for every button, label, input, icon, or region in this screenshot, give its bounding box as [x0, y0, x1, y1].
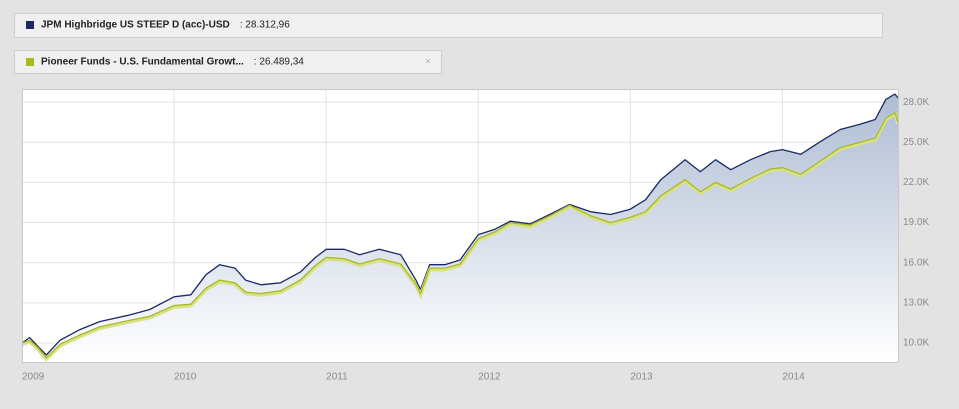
- x-tick-label: 2011: [326, 372, 348, 383]
- y-tick-label: 16.0K: [903, 257, 929, 268]
- legend-swatch: [26, 58, 34, 66]
- y-tick-label: 25.0K: [903, 137, 929, 148]
- x-tick-label: 2010: [174, 372, 197, 383]
- close-icon[interactable]: ×: [425, 57, 431, 68]
- legend-value: : 26.489,34: [254, 57, 304, 68]
- legend-value: : 28.312,96: [240, 20, 290, 31]
- legend-swatch: [26, 21, 34, 29]
- x-tick-label: 2014: [782, 372, 805, 383]
- line: [21, 112, 899, 359]
- x-tick-label: 2009: [22, 372, 45, 383]
- legend-box: [14, 50, 442, 74]
- plot-border: [22, 89, 899, 363]
- line: [21, 93, 899, 356]
- y-tick-label: 13.0K: [903, 297, 929, 308]
- y-tick-label: 10.0K: [903, 338, 929, 349]
- y-tick-label: 28.0K: [903, 97, 929, 108]
- legend-label: Pioneer Funds - U.S. Fundamental Growt..…: [41, 57, 244, 68]
- y-tick-label: 22.0K: [903, 177, 929, 188]
- legend-label: JPM Highbridge US STEEP D (acc)-USD: [41, 20, 230, 31]
- legend-box: [14, 13, 883, 38]
- y-tick-label: 19.0K: [903, 217, 929, 228]
- area: [22, 94, 898, 362]
- x-tick-label: 2013: [630, 372, 653, 383]
- line-shadow: [21, 111, 900, 362]
- x-tick-label: 2012: [478, 372, 501, 383]
